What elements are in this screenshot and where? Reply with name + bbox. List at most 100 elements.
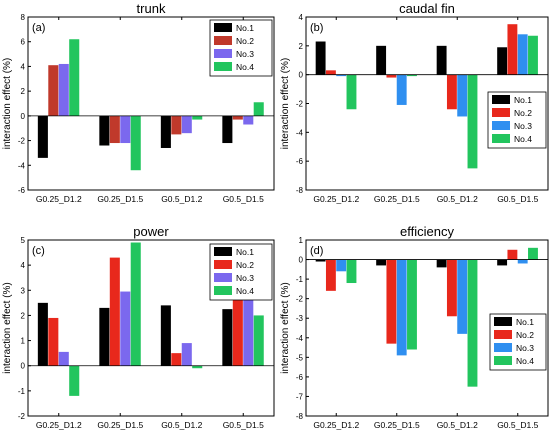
y-tick-label: 4 [21,62,26,71]
legend-entry: No.2 [236,260,254,270]
panel-title: power [133,224,169,239]
plot-frame [27,239,275,417]
chart-panel-3: power (c) interaction effect (%) -2 -1 0 1 2 3 4 5… [2,224,275,430]
legend-swatch [214,273,232,282]
legend-entry: No.2 [514,108,532,118]
panel-title: trunk [137,1,166,16]
bar-no2-1 [48,65,59,116]
legend-swatch [494,343,512,352]
panel-label: (c) [32,245,45,257]
plot-frame [305,16,549,191]
bar-no2-3 [446,259,457,317]
y-tick-label: 4 [21,261,26,270]
y-tick-label: -7 [296,392,304,401]
y-axis-label: interaction effect (%) [280,58,291,150]
panel-label: (b) [310,22,323,34]
legend: No.1 No.2 No.3 No.4 [209,19,273,77]
bar-no2-4 [507,24,518,75]
bar-no4-4 [253,315,264,366]
bar-no4-3 [192,365,203,369]
bar-no2-4 [232,115,243,120]
bar-no2-2 [386,74,397,78]
bar-no1-3 [160,305,171,366]
bar-no2-1 [48,317,59,366]
legend-swatch [214,247,232,256]
y-tick-label: 5 [21,236,26,245]
y-tick-label: -2 [296,100,304,109]
bar-no3-3 [457,74,468,117]
plot-frame [305,239,549,417]
bar-no4-1 [346,259,357,284]
bar-no3-4 [243,115,254,125]
y-tick-label: 0 [299,256,304,265]
y-tick-label: 6 [21,38,26,47]
x-tick-label: G0.25_D1.2 [313,420,359,430]
bar-no4-2 [130,242,141,366]
bar-no2-3 [446,74,457,110]
legend-entry: No.1 [236,23,254,33]
legend-entry: No.1 [514,95,532,105]
legend-swatch [492,95,510,104]
legend-entry: No.3 [236,273,254,283]
y-tick-label: 4 [299,13,304,22]
legend-entry: No.2 [236,36,254,46]
panel-title: caudal fin [399,1,455,16]
x-tick-label: G0.25_D1.2 [313,194,359,204]
y-tick-label: 2 [21,87,26,96]
bar-no3-4 [517,259,528,264]
legend-entry: No.4 [516,356,534,366]
bar-no4-2 [407,74,417,77]
bar-no3-1 [58,63,69,116]
bar-no3-2 [120,115,131,144]
y-tick-label: -1 [18,387,26,396]
legend-swatch [492,121,510,130]
legend-entry: No.3 [236,49,254,59]
legend-entry: No.4 [236,286,254,296]
y-axis-label: interaction effect (%) [2,58,13,150]
bar-no2-2 [109,115,120,144]
x-tick-label: G0.5_D1.5 [223,194,264,204]
y-tick-label: 1 [21,337,26,346]
bar-no1-4 [222,115,233,144]
bar-no1-3 [436,259,447,268]
bar-no4-4 [528,247,538,260]
legend-entry: No.1 [516,317,534,327]
bar-no1-4 [497,47,508,75]
y-tick-label: 1 [299,236,304,245]
legend-swatch [492,108,510,117]
x-tick-label: G0.25_D1.2 [36,420,82,430]
y-tick-label: -4 [296,128,304,137]
legend-swatch [214,286,232,295]
bar-no2-2 [109,257,120,366]
panel-label: (a) [32,22,45,34]
x-tick-label: G0.25_D1.5 [97,194,143,204]
y-tick-label: -5 [296,353,304,362]
x-tick-label: G0.25_D1.5 [374,194,420,204]
y-tick-label: 3 [21,286,26,295]
bar-no4-3 [467,74,478,169]
legend-swatch [214,260,232,269]
bar-no1-1 [315,41,326,75]
y-axis-label: interaction effect (%) [280,282,291,374]
x-tick-label: G0.25_D1.5 [374,420,420,430]
bar-no3-2 [120,291,131,366]
bar-no1-4 [222,309,233,366]
y-tick-label: 0 [299,71,304,80]
legend-swatch [214,62,232,71]
legend-swatch [494,330,512,339]
legend-entry: No.3 [516,343,534,353]
y-tick-label: -6 [296,373,304,382]
y-tick-label: -2 [18,412,26,421]
y-tick-label: -8 [296,412,304,421]
y-tick-label: -6 [296,157,304,166]
bar-no1-2 [376,259,387,266]
x-tick-label: G0.5_D1.5 [497,194,538,204]
y-tick-label: 2 [299,42,304,51]
bar-no3-3 [181,115,192,134]
y-tick-label: -2 [296,295,304,304]
bar-no1-2 [376,45,387,75]
legend-swatch [214,23,232,32]
y-tick-label: 0 [21,112,26,121]
bar-no4-4 [528,35,538,75]
